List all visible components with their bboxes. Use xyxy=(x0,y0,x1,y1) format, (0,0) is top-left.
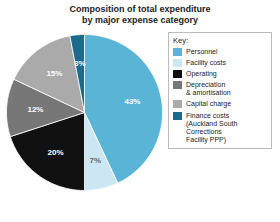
svg-text:20%: 20% xyxy=(48,147,64,156)
svg-text:15%: 15% xyxy=(46,69,62,78)
html-text:Composition of total expenditu: Composition of total expenditure by majo… xyxy=(69,4,211,25)
html-text:Personnel: Personnel xyxy=(186,48,218,56)
svg-text:3%: 3% xyxy=(74,59,86,68)
html-text:Key:: Key: xyxy=(173,35,188,45)
html-text:Operating: Operating xyxy=(186,70,217,78)
html-text:Facility costs: Facility costs xyxy=(186,59,227,67)
svg-text:43%: 43% xyxy=(124,97,140,106)
svg-text:7%: 7% xyxy=(89,156,101,165)
html-text:Finance costs (Auckland South: Finance costs (Auckland South Correction… xyxy=(186,111,238,143)
html-text:Capital charge: Capital charge xyxy=(186,100,232,108)
svg-text:12%: 12% xyxy=(27,105,43,114)
html-text:Depreciation & amortisation: Depreciation & amortisation xyxy=(186,81,231,97)
